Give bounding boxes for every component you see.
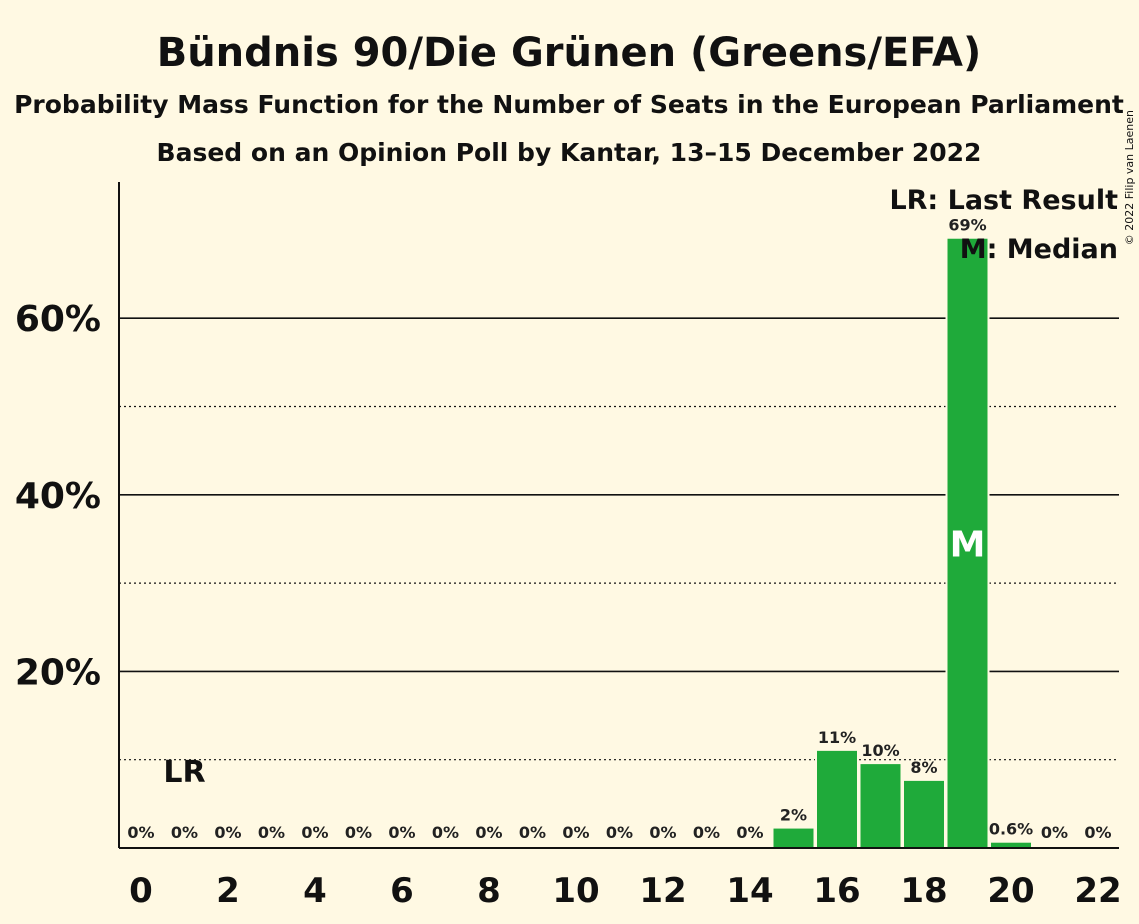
x-tick-label-14: 14 — [726, 871, 773, 911]
x-tick-label-12: 12 — [639, 871, 686, 911]
y-tick-labels: 20% 40% 60% — [15, 299, 101, 693]
data-label-20: 0.6% — [989, 820, 1033, 839]
bar-group-19 — [945, 236, 990, 849]
copyright-text: © 2022 Filip van Laenen — [1123, 110, 1136, 245]
data-label-18: 8% — [910, 758, 937, 777]
x-tick-label-2: 2 — [216, 871, 240, 911]
bar-group-16 — [815, 748, 859, 848]
data-label-1: 0% — [171, 823, 198, 842]
data-label-16: 11% — [818, 728, 856, 747]
x-tick-label-10: 10 — [552, 871, 599, 911]
bar-16 — [817, 750, 857, 848]
bar-group-20 — [989, 840, 1033, 848]
data-label-17: 10% — [861, 741, 899, 760]
data-label-4: 0% — [301, 823, 328, 842]
x-tick-label-16: 16 — [813, 871, 860, 911]
data-label-19: 69% — [948, 216, 986, 235]
chart-subtitle: Probability Mass Function for the Number… — [14, 90, 1124, 119]
data-label-3: 0% — [258, 823, 285, 842]
data-label-2: 0% — [214, 823, 241, 842]
data-labels: 0% 0% 0% 0% 0% 0% 0% 0% 0% 0% 0% 0% 0% 0% 0% 2% 11% 10% 8%… — [127, 216, 1111, 842]
data-label-10: 0% — [562, 823, 589, 842]
x-tick-label-22: 22 — [1074, 871, 1121, 911]
x-tick-labels: 0 2 4 6 8 10 12 14 16 18 20 22 — [129, 871, 1122, 911]
data-label-15: 2% — [780, 806, 807, 825]
x-tick-label-18: 18 — [900, 871, 947, 911]
data-label-8: 0% — [475, 823, 502, 842]
data-label-0: 0% — [127, 823, 154, 842]
bar-20 — [991, 842, 1031, 848]
bar-17 — [860, 764, 901, 848]
data-label-21: 0% — [1041, 823, 1068, 842]
data-label-6: 0% — [388, 823, 415, 842]
bar-15 — [773, 828, 814, 848]
data-label-5: 0% — [345, 823, 372, 842]
y-tick-label-20: 20% — [15, 652, 101, 693]
bars — [771, 236, 1033, 849]
data-label-13: 0% — [693, 823, 720, 842]
data-label-7: 0% — [432, 823, 459, 842]
y-tick-label-40: 40% — [15, 476, 101, 517]
x-tick-label-8: 8 — [477, 871, 501, 911]
y-tick-label-60: 60% — [15, 299, 101, 340]
x-tick-label-6: 6 — [390, 871, 414, 911]
bar-group-15 — [771, 826, 816, 848]
x-tick-label-0: 0 — [129, 871, 153, 911]
chart-title: Bündnis 90/Die Grünen (Greens/EFA) — [157, 30, 982, 76]
x-tick-label-4: 4 — [303, 871, 327, 911]
data-label-12: 0% — [649, 823, 676, 842]
legend-last-result: LR: Last Result — [889, 185, 1118, 216]
bar-19 — [947, 238, 988, 849]
bar-18 — [904, 780, 944, 848]
data-label-22: 0% — [1084, 823, 1111, 842]
data-label-9: 0% — [519, 823, 546, 842]
last-result-marker: LR — [163, 755, 205, 790]
median-marker: M — [950, 524, 986, 565]
bar-group-17 — [858, 762, 903, 848]
bar-group-18 — [902, 778, 946, 848]
chart-subtitle-2: Based on an Opinion Poll by Kantar, 13–1… — [157, 138, 982, 167]
x-tick-label-20: 20 — [987, 871, 1034, 911]
data-label-14: 0% — [736, 823, 763, 842]
legend-median: M: Median — [960, 234, 1118, 265]
data-label-11: 0% — [606, 823, 633, 842]
